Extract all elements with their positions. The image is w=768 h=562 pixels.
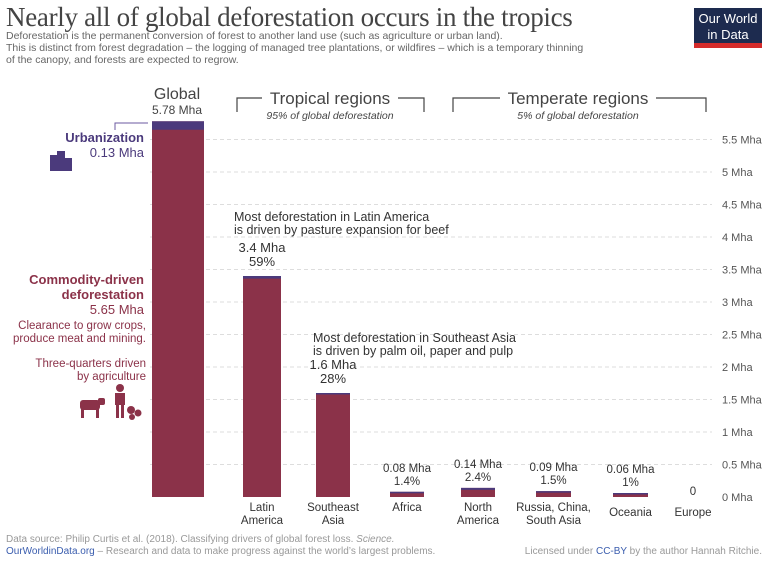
bar-value-label: 0.08 Mha	[383, 463, 432, 475]
bar-share-label: 28%	[320, 371, 346, 386]
y-tick-label: 0.5 Mha	[722, 460, 763, 472]
subtitle-line: Deforestation is the permanent conversio…	[6, 30, 503, 42]
y-tick-label: 1.5 Mha	[722, 395, 763, 407]
bar-commodity[interactable]	[390, 491, 424, 497]
x-category-label: Latin	[250, 502, 275, 514]
x-category-label: Europe	[674, 507, 711, 519]
source-text: Data source: Philip Curtis et al. (2018)…	[6, 534, 354, 545]
x-category-label: America	[241, 515, 284, 527]
logo-text: Our World	[698, 11, 758, 26]
source-journal: Science.	[356, 534, 395, 545]
x-category-label: North	[464, 502, 492, 514]
logo-text: in Data	[707, 27, 749, 42]
urbanization-value: 0.13 Mha	[90, 145, 145, 160]
tropical-label: Tropical regions	[270, 89, 390, 108]
global-value: 5.78 Mha	[152, 103, 202, 117]
y-tick-label: 3.5 Mha	[722, 265, 763, 277]
x-category-label: America	[457, 515, 500, 527]
cow-icon	[80, 398, 105, 418]
y-tick-label: 2.5 Mha	[722, 330, 763, 342]
cc-by-link[interactable]: CC-BY	[595, 546, 627, 557]
bar-urbanization[interactable]	[390, 491, 424, 494]
chart-title: Nearly all of global deforestation occur…	[6, 2, 573, 32]
farmer-icon	[115, 384, 142, 420]
latam-note: is driven by pasture expansion for beef	[234, 223, 449, 237]
y-tick-label: 4.5 Mha	[722, 200, 763, 212]
data-source: Data source: Philip Curtis et al. (2018)…	[6, 534, 395, 545]
sea-note: is driven by palm oil, paper and pulp	[313, 344, 513, 358]
commodity-label: Commodity-driven	[29, 272, 144, 287]
bar-commodity[interactable]	[613, 493, 648, 497]
bar-share-label: 1%	[622, 477, 639, 489]
x-category-label: Asia	[322, 515, 345, 527]
owid-link[interactable]: OurWorldinData.org	[6, 546, 95, 557]
bar-urbanization[interactable]	[316, 393, 350, 395]
x-category-label: Oceania	[609, 507, 652, 519]
commodity-desc: Clearance to grow crops,	[18, 320, 146, 332]
bar-value-label: 0.09 Mha	[530, 462, 579, 474]
bar-value-label: 3.4 Mha	[239, 240, 287, 255]
y-tick-label: 4 Mha	[722, 232, 753, 244]
agriculture-note: Three-quarters driven	[35, 358, 146, 370]
x-category-label: Russia, China,	[516, 502, 591, 514]
tropical-share: 95% of global deforestation	[266, 110, 393, 122]
commodity-label: deforestation	[62, 287, 144, 302]
x-category-label: Africa	[392, 502, 422, 514]
license-text: Licensed under	[524, 546, 596, 557]
latam-note: Most deforestation in Latin America	[234, 210, 429, 224]
y-tick-label: 0 Mha	[722, 492, 753, 504]
bar-urbanization[interactable]	[152, 121, 204, 130]
agriculture-note: by agriculture	[77, 371, 146, 383]
x-category-label: Southeast	[307, 502, 360, 514]
urbanization-connector	[114, 122, 148, 130]
bar-value-label: 0.06 Mha	[607, 464, 656, 476]
y-tick-label: 1 Mha	[722, 427, 753, 439]
subtitle-line: of the canopy, and forests are expected …	[6, 54, 239, 66]
bar-share-label: 1.4%	[394, 476, 420, 488]
commodity-value: 5.65 Mha	[90, 302, 145, 317]
y-tick-label: 5.5 Mha	[722, 135, 763, 147]
global-label: Global	[154, 86, 200, 103]
bar-urbanization[interactable]	[613, 493, 648, 495]
sea-note: Most deforestation in Southeast Asia	[313, 331, 516, 345]
commodity-desc: produce meat and mining.	[13, 333, 146, 345]
bar-share-label: 2.4%	[465, 472, 491, 484]
bar-share-label: 1.5%	[540, 475, 566, 487]
y-tick-label: 3 Mha	[722, 297, 753, 309]
license-text: by the author Hannah Ritchie.	[626, 546, 762, 557]
bar-urbanization[interactable]	[536, 491, 571, 493]
x-category-label: South Asia	[526, 515, 582, 527]
bar-value-label: 1.6 Mha	[310, 357, 358, 372]
bar-commodity[interactable]	[243, 276, 281, 497]
y-tick-label: 2 Mha	[722, 362, 753, 374]
bar-commodity[interactable]	[536, 491, 571, 497]
bar-commodity[interactable]	[461, 487, 495, 497]
temperate-label: Temperate regions	[508, 89, 649, 108]
bar-commodity[interactable]	[316, 393, 350, 497]
y-tick-label: 5 Mha	[722, 167, 753, 179]
bar-value-label: 0.14 Mha	[454, 459, 503, 471]
bar-value-label: 0	[690, 486, 696, 498]
footer-site: OurWorldinData.org – Research and data t…	[6, 546, 435, 557]
tropical-bracket	[236, 97, 425, 112]
temperate-bracket	[452, 97, 707, 112]
bar-commodity[interactable]	[152, 121, 204, 498]
owid-logo[interactable]: Our World in Data	[694, 8, 762, 48]
urbanization-label: Urbanization	[65, 130, 144, 145]
bar-share-label: 59%	[249, 254, 275, 269]
temperate-share: 5% of global deforestation	[517, 110, 639, 122]
tagline: – Research and data to make progress aga…	[94, 546, 436, 557]
subtitle-line: This is distinct from forest degradation…	[6, 42, 584, 54]
bar-urbanization[interactable]	[243, 276, 281, 279]
bar-urbanization[interactable]	[461, 487, 495, 490]
building-icon	[50, 151, 72, 171]
license: Licensed under CC-BY by the author Hanna…	[525, 546, 762, 557]
